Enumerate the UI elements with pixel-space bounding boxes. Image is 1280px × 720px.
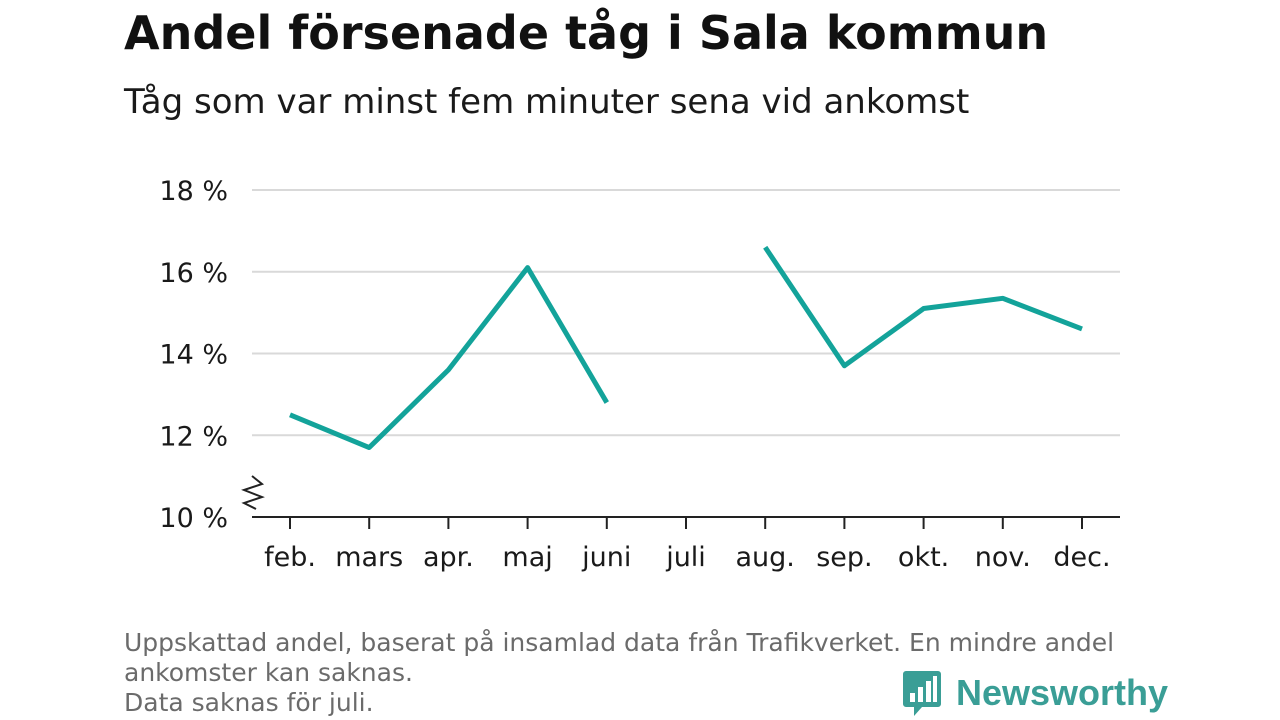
- x-tick-label: nov.: [975, 542, 1031, 573]
- x-tick-label: juli: [665, 542, 706, 573]
- x-tick-label: sep.: [816, 542, 872, 573]
- series-line: [763, 245, 1083, 369]
- chart-subtitle: Tåg som var minst fem minuter sena vid a…: [124, 82, 970, 122]
- y-tick-label: 10 %: [159, 503, 228, 534]
- x-tick-label: okt.: [898, 542, 949, 573]
- chart-title: Andel försenade tåg i Sala kommun: [124, 6, 1049, 60]
- y-tick-label: 14 %: [159, 340, 228, 371]
- footnote: Uppskattad andel, baserat på insamlad da…: [124, 628, 1164, 718]
- x-tick-label: dec.: [1053, 542, 1110, 573]
- x-tick-label: maj: [502, 542, 552, 573]
- footnote-line-2: ankomster kan saknas.: [124, 658, 413, 687]
- x-tick-label: apr.: [423, 542, 474, 573]
- axis-break-mark: [241, 475, 265, 510]
- bar-chart-speech-bubble-icon: [903, 671, 941, 716]
- x-tick-label: juni: [581, 542, 631, 573]
- series-line: [289, 265, 609, 451]
- y-tick-label: 18 %: [159, 176, 228, 207]
- brand-name: Newsworthy: [956, 672, 1169, 713]
- brand-logo: Newsworthy: [902, 668, 1168, 718]
- x-tick-label: aug.: [736, 542, 795, 573]
- y-tick-label: 16 %: [159, 258, 228, 289]
- x-tick-label: feb.: [264, 542, 316, 573]
- y-tick-label: 12 %: [159, 421, 228, 452]
- footnote-line-3: Data saknas för juli.: [124, 688, 374, 717]
- x-tick-label: mars: [335, 542, 403, 573]
- footnote-line-1: Uppskattad andel, baserat på insamlad da…: [124, 628, 1115, 657]
